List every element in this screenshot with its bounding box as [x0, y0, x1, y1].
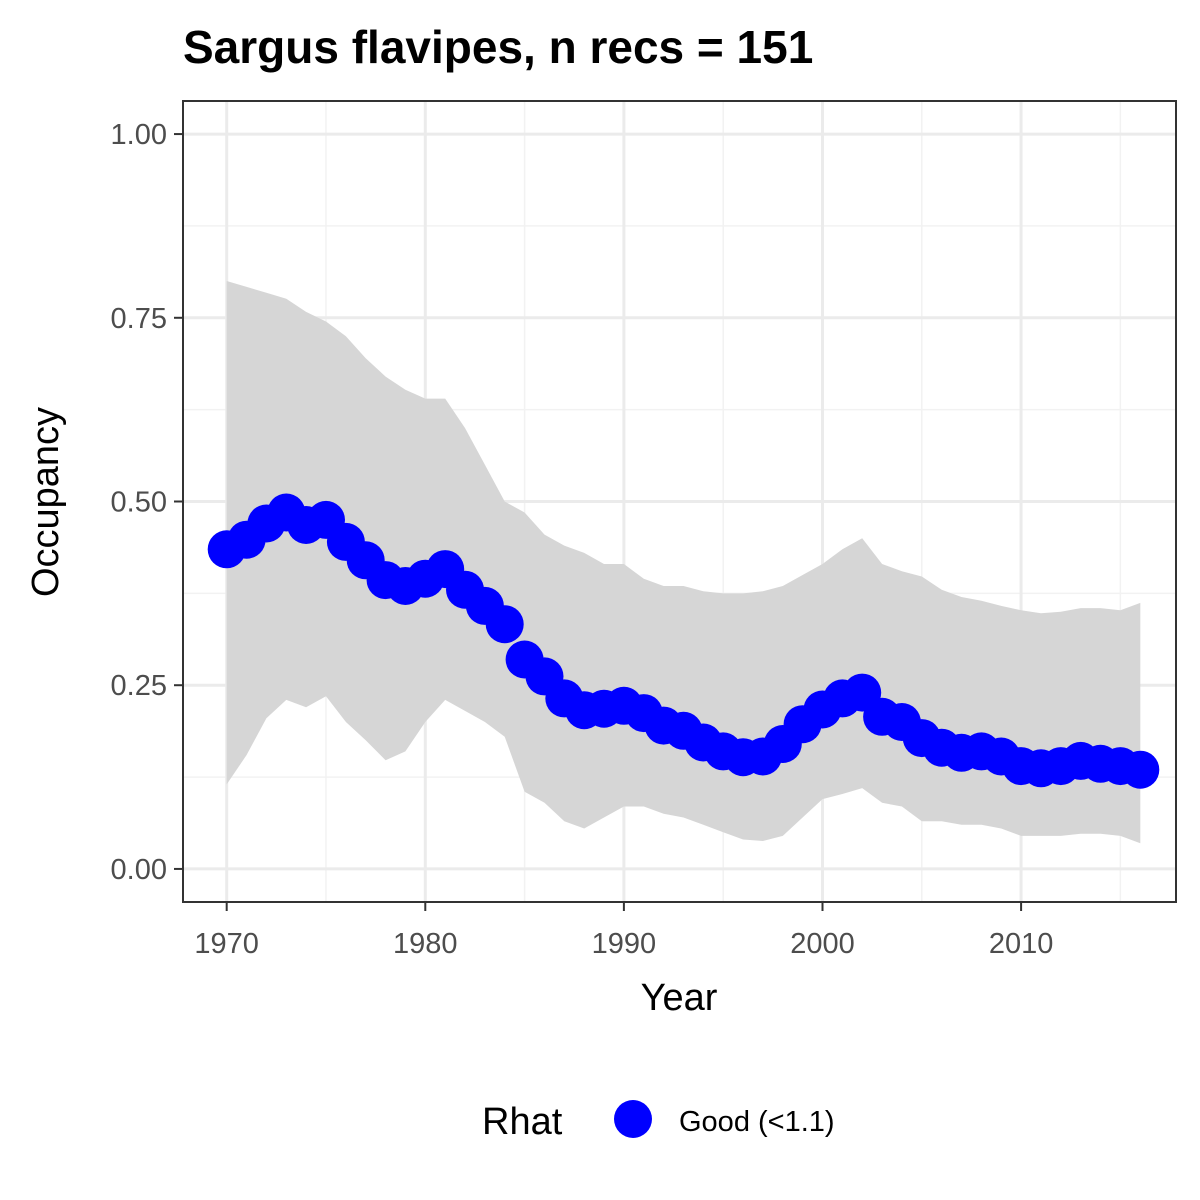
y-tick-label: 0.75 — [111, 303, 167, 335]
credible-interval-ribbon — [226, 281, 1141, 844]
y-tick-label: 0.00 — [111, 854, 167, 886]
y-axis: 0.00 0.25 0.50 0.75 1.00 — [111, 119, 183, 886]
chart-title: Sargus flavipes, n recs = 151 — [183, 21, 813, 73]
y-axis-title: Occupancy — [25, 407, 67, 597]
x-tick-label: 2010 — [989, 928, 1054, 960]
data-point — [1121, 750, 1160, 789]
x-axis-title: Year — [641, 977, 718, 1019]
y-tick-label: 1.00 — [111, 119, 167, 151]
x-tick-label: 1990 — [592, 928, 657, 960]
y-tick-label: 0.25 — [111, 670, 167, 702]
legend-key-point — [614, 1100, 652, 1138]
data-point — [485, 605, 524, 644]
occupancy-points — [207, 493, 1160, 789]
legend-title: Rhat — [482, 1101, 563, 1143]
x-axis: 1970 1980 1990 2000 2010 — [194, 902, 1053, 960]
x-tick-label: 2000 — [790, 928, 855, 960]
legend: Rhat Good (<1.1) — [482, 1100, 835, 1143]
y-tick-label: 0.50 — [111, 487, 167, 519]
x-tick-label: 1970 — [194, 928, 259, 960]
legend-label-good: Good (<1.1) — [679, 1106, 835, 1138]
x-tick-label: 1980 — [393, 928, 458, 960]
plot-panel — [182, 100, 1177, 903]
